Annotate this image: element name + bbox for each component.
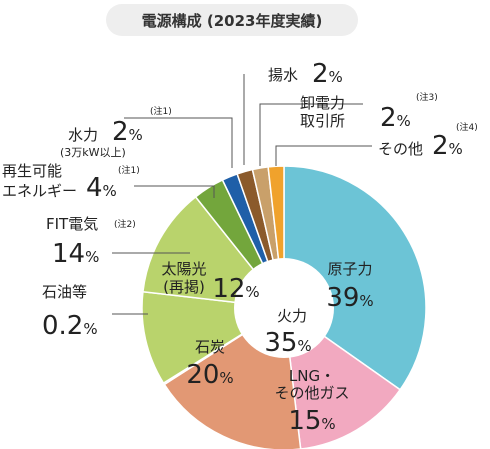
- hydro-name: 水力: [68, 126, 98, 144]
- wholesale-name-1: 卸電力: [300, 94, 345, 112]
- coal-name: 石炭: [195, 338, 225, 356]
- label-lng: LNG・ その他ガス 15%: [274, 367, 349, 436]
- label-oil: 石油等 0.2%: [42, 283, 98, 341]
- thermal-center-disc: [234, 258, 334, 358]
- label-nuclear: 原子力 39%: [326, 260, 373, 313]
- renew-note: (注1): [118, 164, 140, 176]
- oil-unit: %: [83, 320, 97, 338]
- nuclear-name: 原子力: [327, 260, 372, 278]
- leader-other: [275, 145, 372, 166]
- solar-value: 12: [212, 274, 245, 304]
- pumped-unit: %: [329, 68, 343, 86]
- oil-value: 0.2: [42, 311, 83, 341]
- renew-unit: %: [103, 182, 117, 200]
- fit-note: (注2): [114, 218, 136, 230]
- svg-text:14%: 14%: [52, 239, 99, 269]
- coal-value: 20: [186, 360, 219, 390]
- hydro-value: 2: [112, 117, 129, 147]
- svg-text:2%: 2%: [432, 131, 463, 161]
- leader-wholesale: [259, 103, 363, 166]
- thermal-unit: %: [297, 337, 311, 355]
- oil-name: 石油等: [42, 283, 87, 301]
- label-wholesale: 卸電力 取引所 (注3) 2%: [300, 91, 438, 133]
- nuclear-value: 39: [326, 283, 359, 313]
- leader-lines: [112, 74, 372, 315]
- hydro-unit: %: [129, 126, 143, 144]
- renew-name-1: 再生可能: [2, 162, 62, 180]
- slice-nuclear: [283, 165, 427, 391]
- svg-text:0.2%: 0.2%: [42, 311, 98, 341]
- pumped-value: 2: [312, 59, 329, 89]
- title-pill: [106, 4, 358, 36]
- svg-text:35%: 35%: [264, 328, 311, 358]
- renew-name-2: エネルギー: [2, 182, 77, 200]
- wholesale-name-2: 取引所: [300, 112, 345, 130]
- hydro-sub: (3万kW以上): [60, 146, 126, 159]
- wholesale-value: 2: [380, 103, 397, 133]
- label-coal: 石炭 20%: [186, 338, 233, 390]
- fit-unit: %: [85, 248, 99, 266]
- hydro-note: (注1): [150, 105, 172, 117]
- leader-renew: [134, 185, 215, 198]
- svg-text:20%: 20%: [186, 360, 233, 390]
- renew-value: 4: [86, 173, 103, 203]
- svg-text:12%: 12%: [212, 274, 259, 304]
- svg-text:39%: 39%: [326, 283, 373, 313]
- other-note: (注4): [456, 121, 478, 133]
- fit-name: FIT電気: [46, 215, 98, 233]
- lng-value: 15: [288, 406, 321, 436]
- leader-hydro: [124, 117, 233, 168]
- other-unit: %: [449, 140, 463, 158]
- svg-text:2%: 2%: [312, 59, 343, 89]
- solar-name-1: 太陽光: [161, 260, 206, 278]
- lng-name-2: その他ガス: [274, 384, 349, 402]
- thermal-name: 火力: [277, 307, 307, 325]
- label-pumped: 揚水 2%: [268, 59, 343, 89]
- label-other: その他 (注4) 2%: [378, 121, 478, 161]
- other-name: その他: [378, 140, 423, 158]
- svg-text:4%: 4%: [86, 173, 117, 203]
- solar-unit: %: [245, 283, 259, 301]
- thermal-value: 35: [264, 328, 297, 358]
- chart-title: 電源構成 (2023年度実績): [142, 12, 323, 30]
- svg-text:15%: 15%: [288, 406, 335, 436]
- wholesale-note: (注3): [416, 91, 438, 103]
- solar-name-2: (再掲): [163, 278, 205, 296]
- fit-value: 14: [52, 239, 85, 269]
- lng-name-1: LNG・: [289, 367, 335, 385]
- label-thermal: 火力 35%: [264, 307, 311, 358]
- wholesale-unit: %: [397, 112, 411, 130]
- coal-unit: %: [219, 369, 233, 387]
- pumped-name: 揚水: [268, 66, 298, 84]
- label-fit: FIT電気 (注2) 14%: [46, 215, 136, 269]
- nuclear-unit: %: [359, 292, 373, 310]
- label-hydro: 水力 (3万kW以上) (注1) 2%: [60, 105, 172, 159]
- svg-text:2%: 2%: [112, 117, 143, 147]
- lng-unit: %: [321, 415, 335, 433]
- label-renew: 再生可能 エネルギー (注1) 4%: [2, 162, 140, 203]
- other-value: 2: [432, 131, 449, 161]
- label-solar: 太陽光 (再掲) 12%: [161, 260, 259, 304]
- svg-text:2%: 2%: [380, 103, 411, 133]
